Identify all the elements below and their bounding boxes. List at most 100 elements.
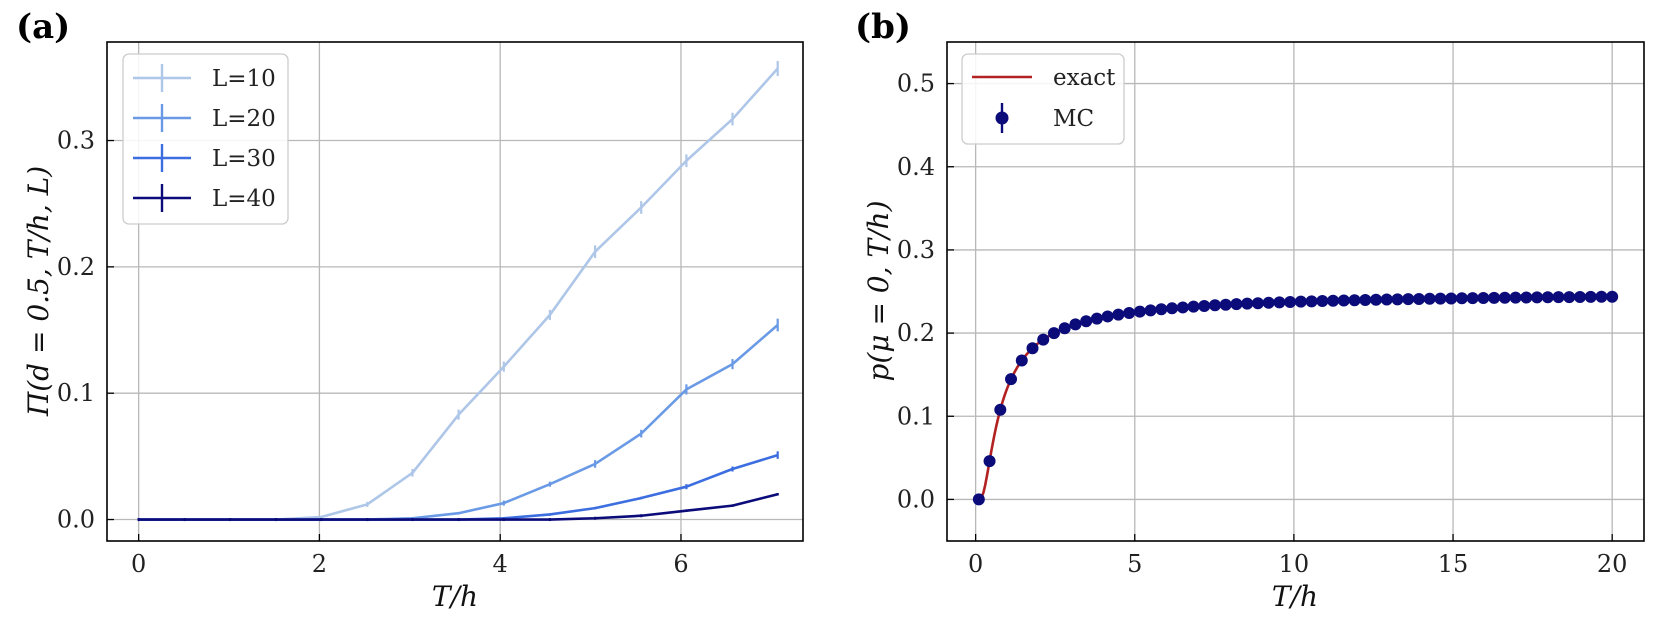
mc-point (1037, 333, 1050, 346)
mc-point (1359, 293, 1372, 306)
panel-a-xtick-label: 6 (673, 550, 688, 578)
series-L=40 (137, 492, 779, 522)
mc-point (994, 403, 1007, 416)
panel-b-xtick-label: 5 (1127, 550, 1142, 578)
mc-point (1595, 290, 1608, 303)
mc-point (1251, 297, 1264, 310)
panel-a-legend-box (122, 53, 289, 225)
mc-point (1069, 318, 1082, 331)
mc-point (1412, 292, 1425, 305)
mc-point (1563, 291, 1576, 304)
panel-a-ticks: 0 2 4 6 0.0 0.1 0.2 0.3 (57, 127, 689, 578)
mc-point (1080, 315, 1093, 328)
panel-a-xtick-label: 2 (312, 550, 327, 578)
series-L=20 (137, 318, 779, 522)
panel-a-ytick-label: 0.0 (57, 506, 95, 534)
mc-point (1402, 293, 1415, 306)
mc-point (1520, 291, 1533, 304)
mc-point (1423, 292, 1436, 305)
mc-point (972, 493, 985, 506)
mc-point (1606, 290, 1619, 303)
mc-point (1112, 308, 1125, 321)
mc-point (1198, 299, 1211, 312)
series-line-L=30 (138, 453, 779, 521)
mc-point (1026, 342, 1039, 355)
panel-b-ytick-label: 0.5 (897, 70, 935, 98)
legend-label: MC (1053, 106, 1094, 132)
mc-point (1144, 304, 1157, 317)
panel-a-label: (a) (16, 7, 70, 47)
mc-point (1166, 302, 1179, 315)
legend-label: L=20 (212, 106, 276, 132)
mc-point (1531, 291, 1544, 304)
panel-b-ytick-label: 0.4 (897, 153, 935, 181)
panel-b-xtick-label: 10 (1279, 550, 1310, 578)
mc-point (1123, 306, 1136, 319)
mc-point (1005, 373, 1018, 386)
mc-point (1262, 296, 1275, 309)
panel-a-frame (106, 41, 804, 542)
series-line-L=20 (138, 323, 779, 521)
mc-point (1348, 294, 1361, 307)
panel-a: (a) 0 2 4 6 0.0 0.1 0.2 0.3 T/h Π(d = 0.5, T/h,… (16, 7, 804, 613)
mc-point (1434, 292, 1447, 305)
mc-point (1047, 327, 1060, 340)
mc-point (1015, 354, 1028, 367)
panel-b: (b) 0 5 10 15 20 0.0 0.1 0.2 0.3 0.4 0.5 T/h p(μ =… (855, 7, 1645, 613)
mc-point (1370, 293, 1383, 306)
panel-a-legend: L=10 L=20 L=30 L=40 (122, 53, 289, 225)
legend-marker (995, 111, 1009, 125)
legend-entry: L=30 (133, 144, 276, 172)
legend-label: L=40 (212, 186, 276, 212)
panel-a-xtick-label: 0 (131, 550, 146, 578)
panel-a-ylabel: Π(d = 0.5, T/h, L) (22, 166, 55, 417)
panel-b-ytick-label: 0.2 (897, 319, 935, 347)
legend-entry: L=20 (133, 104, 276, 132)
legend-entry: L=40 (133, 184, 276, 212)
panel-b-ytick-label: 0.0 (897, 485, 935, 513)
mc-point (1477, 292, 1490, 305)
panel-a-xtick-label: 4 (493, 550, 508, 578)
panel-b-xtick-label: 0 (968, 550, 983, 578)
panel-b-xlabel: T/h (1272, 580, 1318, 613)
mc-point (1187, 300, 1200, 313)
mc-point (1101, 310, 1114, 323)
mc-point (1455, 292, 1468, 305)
mc-point (1241, 297, 1254, 310)
mc-point (1133, 305, 1146, 318)
mc-point (1230, 298, 1243, 311)
panel-b-frame (946, 41, 1645, 542)
mc-point (1294, 295, 1307, 308)
series-line-L=40 (138, 492, 779, 521)
mc-point (1208, 299, 1221, 312)
mc-point (1316, 295, 1329, 308)
mc-point (1327, 294, 1340, 307)
panel-b-label: (b) (855, 7, 911, 47)
mc-point (1584, 290, 1597, 303)
legend-label: L=30 (212, 146, 276, 172)
panel-a-ytick-label: 0.2 (57, 253, 95, 281)
mc-point (1488, 291, 1501, 304)
mc-point (1509, 291, 1522, 304)
mc-point (1284, 296, 1297, 309)
panel-a-xlabel: T/h (432, 580, 478, 613)
mc-point (1273, 296, 1286, 309)
mc-point (1445, 292, 1458, 305)
mc-point (1466, 292, 1479, 305)
mc-point (1380, 293, 1393, 306)
panel-a-ytick-label: 0.3 (57, 127, 95, 155)
panel-b-ytick-label: 0.3 (897, 236, 935, 264)
panel-b-legend: exact MC (961, 53, 1125, 145)
mc-point (1155, 303, 1168, 316)
mc-point (1058, 322, 1071, 335)
mc-point (1337, 294, 1350, 307)
mc-point (1552, 291, 1565, 304)
series-MC (972, 290, 1619, 506)
mc-point (1090, 312, 1103, 325)
mc-point (1219, 298, 1232, 311)
panel-b-ytick-label: 0.1 (897, 402, 935, 430)
panel-b-series (972, 290, 1619, 506)
legend-label: L=10 (212, 66, 276, 92)
panel-b-ylabel: p(μ = 0, T/h) (862, 201, 895, 382)
